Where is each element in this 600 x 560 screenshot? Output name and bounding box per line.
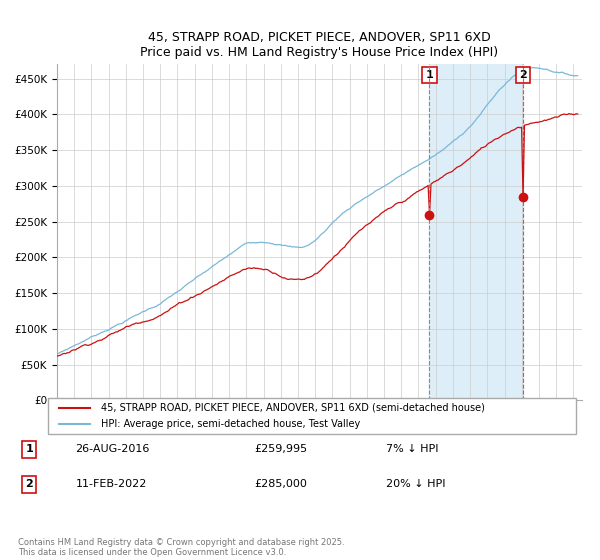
Bar	[430, 64, 523, 400]
Text: 1: 1	[425, 70, 433, 80]
Text: 2: 2	[25, 479, 33, 489]
Text: 45, STRAPP ROAD, PICKET PIECE, ANDOVER, SP11 6XD (semi-detached house): 45, STRAPP ROAD, PICKET PIECE, ANDOVER, …	[101, 403, 485, 413]
Text: 1: 1	[25, 445, 33, 454]
FancyBboxPatch shape	[48, 398, 576, 434]
Text: HPI: Average price, semi-detached house, Test Valley: HPI: Average price, semi-detached house,…	[101, 419, 360, 429]
Text: 20% ↓ HPI: 20% ↓ HPI	[386, 479, 446, 489]
Title: 45, STRAPP ROAD, PICKET PIECE, ANDOVER, SP11 6XD
Price paid vs. HM Land Registry: 45, STRAPP ROAD, PICKET PIECE, ANDOVER, …	[140, 31, 499, 59]
Text: 2: 2	[519, 70, 527, 80]
Text: 11-FEB-2022: 11-FEB-2022	[76, 479, 147, 489]
Text: 26-AUG-2016: 26-AUG-2016	[76, 445, 150, 454]
Text: £259,995: £259,995	[254, 445, 307, 454]
Text: £285,000: £285,000	[254, 479, 307, 489]
Text: 7% ↓ HPI: 7% ↓ HPI	[386, 445, 439, 454]
Text: Contains HM Land Registry data © Crown copyright and database right 2025.
This d: Contains HM Land Registry data © Crown c…	[18, 538, 344, 557]
